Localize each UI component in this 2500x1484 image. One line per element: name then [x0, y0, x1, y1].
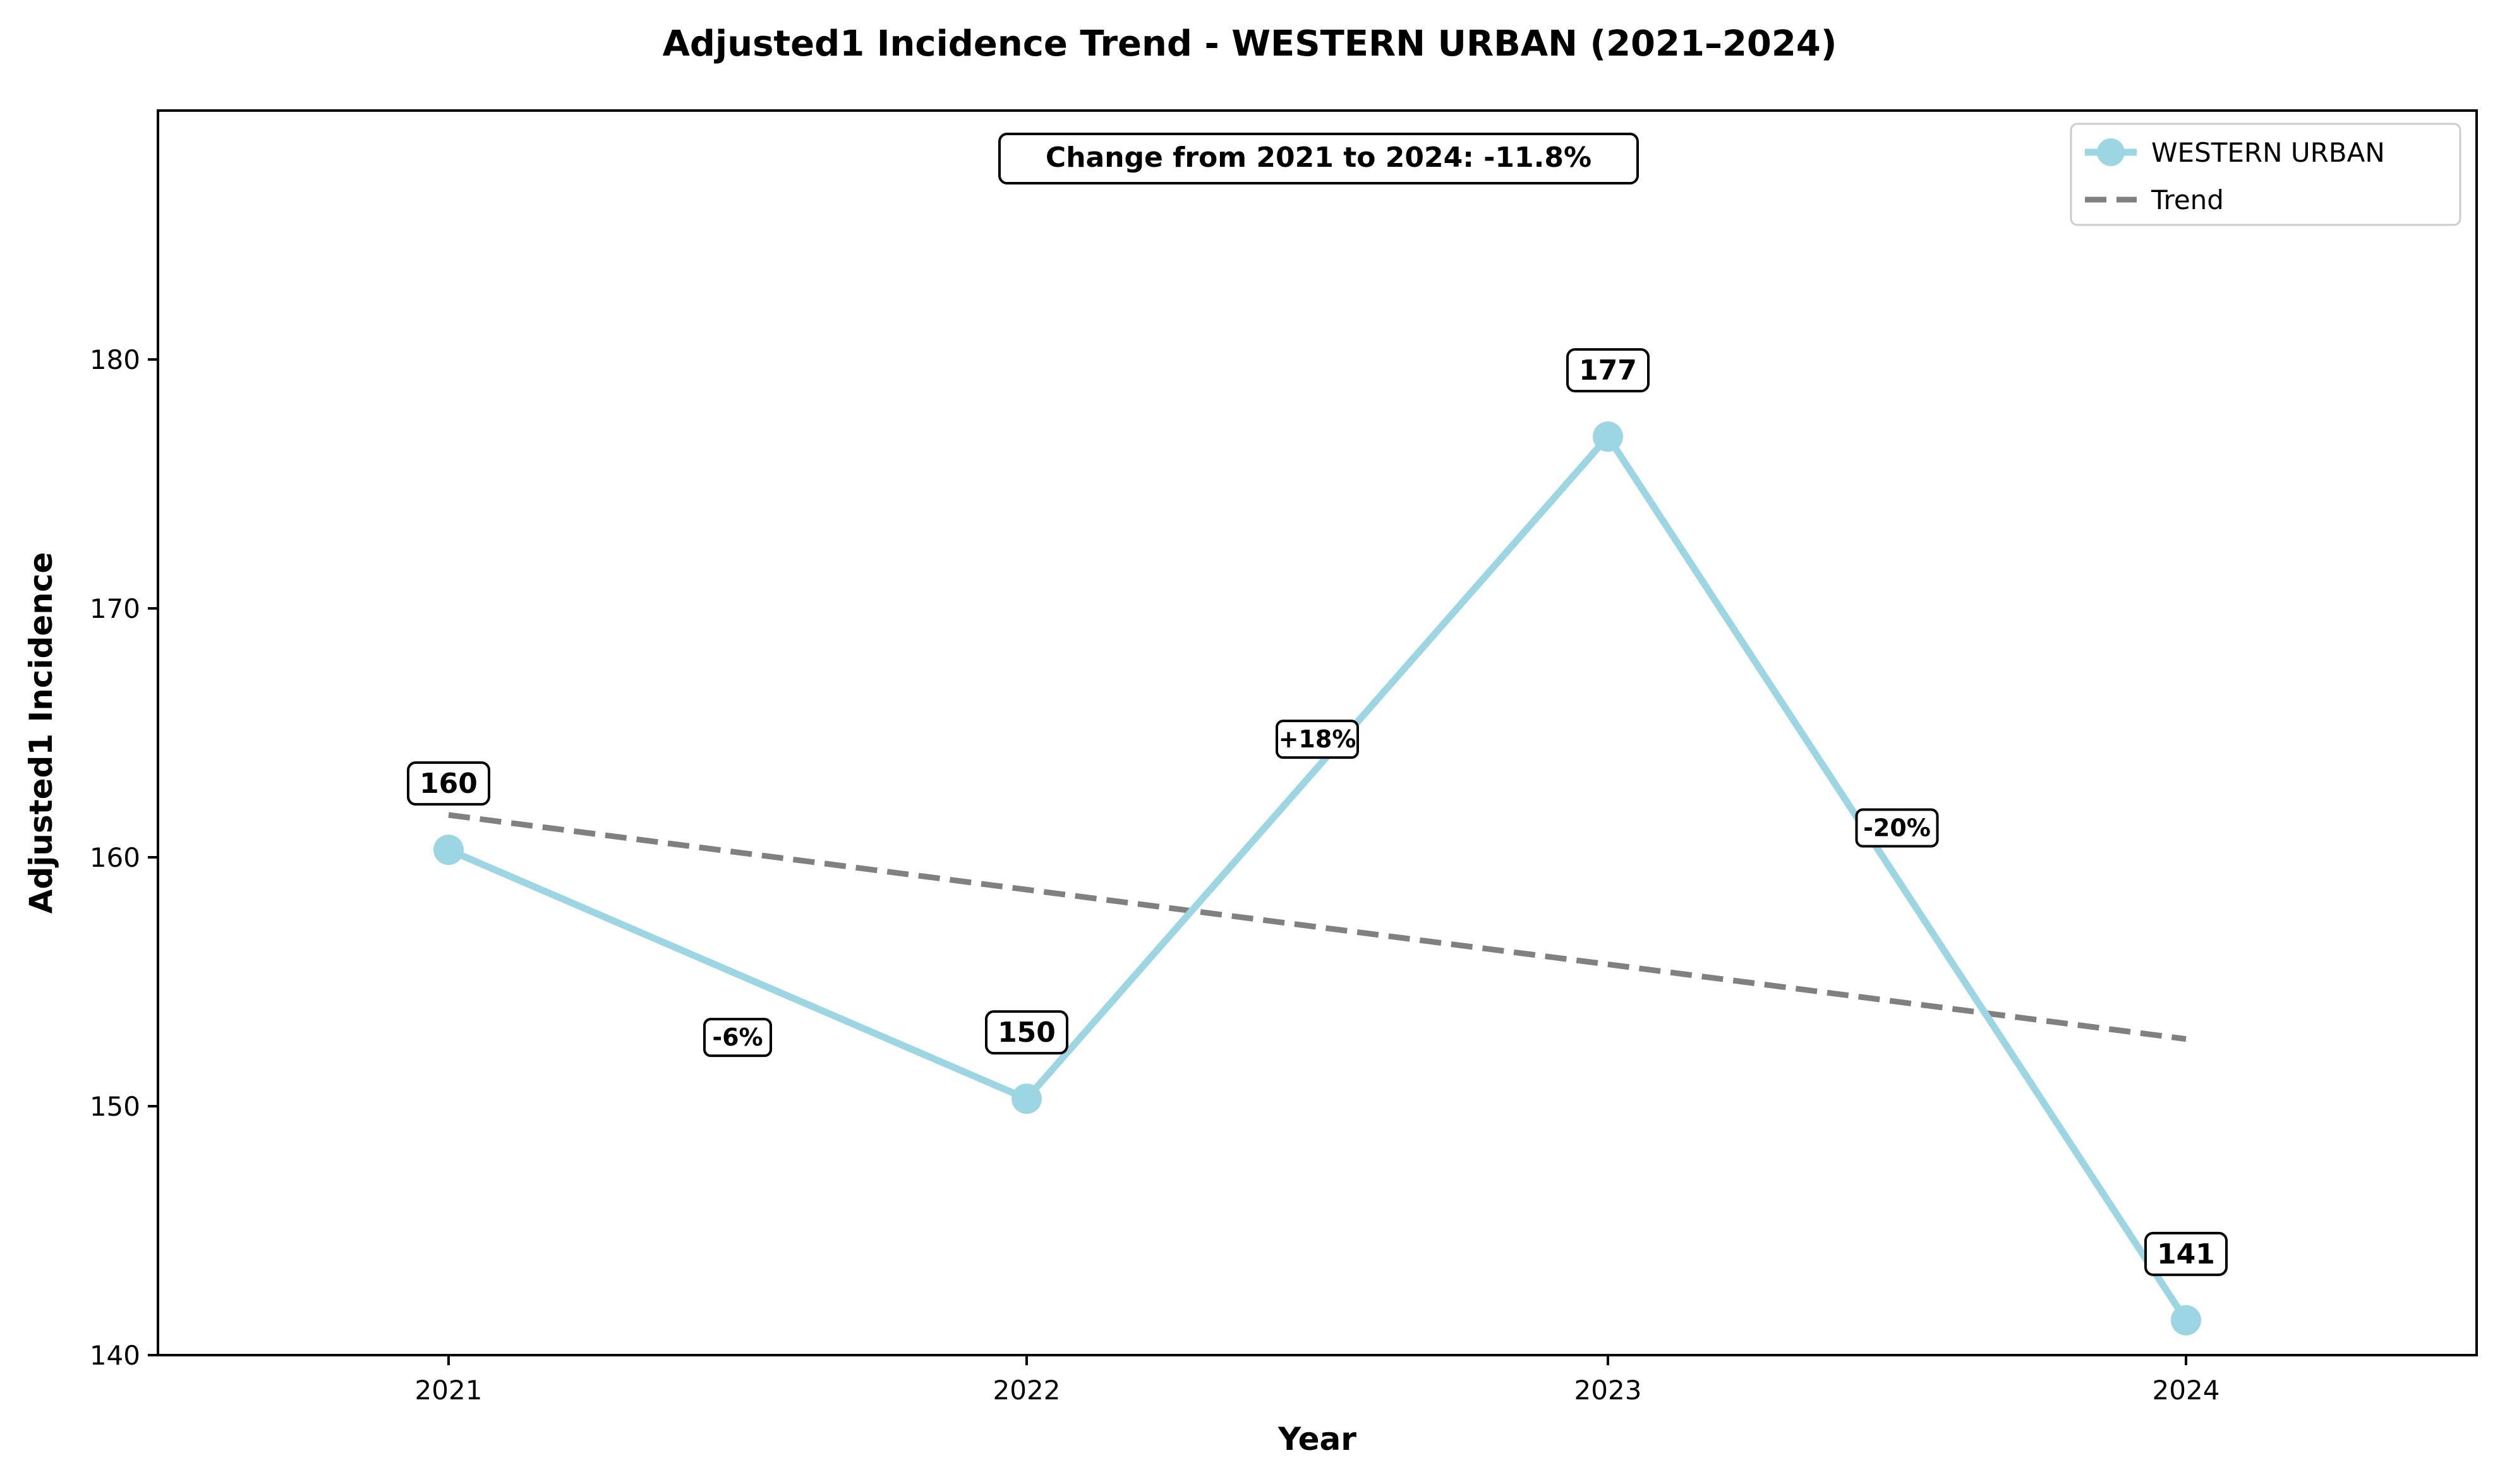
y-axis: 140 150 160 170 180: [90, 344, 158, 1371]
value-label: 177: [1579, 354, 1637, 387]
data-points: [433, 421, 2201, 1336]
change-label-box: [1276, 720, 1359, 759]
plot-frame: [157, 109, 2478, 1356]
y-tick-label: 150: [90, 1091, 140, 1122]
x-tick-label: 2021: [415, 1375, 483, 1406]
change-label: -20%: [1863, 814, 1931, 842]
x-axis-label: Year: [1277, 1421, 1356, 1457]
value-label-box: [2144, 1231, 2228, 1276]
y-tick-label: 140: [90, 1340, 140, 1371]
value-label: 141: [2157, 1238, 2215, 1270]
change-labels: -6% +18% -20%: [703, 720, 1939, 1058]
y-tick-label: 160: [90, 842, 140, 873]
legend: WESTERN URBAN Trend: [2070, 123, 2461, 226]
data-point: [1011, 1083, 1042, 1114]
change-label: -6%: [712, 1023, 763, 1051]
change-summary-text: Change from 2021 to 2024: -11.8%: [1046, 142, 1591, 174]
change-label-box: [1855, 808, 1939, 848]
y-tick-label: 180: [90, 344, 140, 375]
summary-annotation: Change from 2021 to 2024: -11.8%: [998, 133, 1639, 184]
data-point: [1593, 421, 1623, 452]
legend-marker-western-urban: [2097, 138, 2125, 166]
data-point: [433, 835, 464, 866]
x-axis: 2021 2022 2023 2024: [415, 1355, 2220, 1406]
value-label-box: [407, 761, 490, 806]
change-label-box: [703, 1018, 772, 1058]
data-point: [2171, 1305, 2201, 1336]
value-labels: 160 150 177 141: [407, 348, 2228, 1276]
x-tick-label: 2023: [1574, 1375, 1642, 1406]
change-label: +18%: [1279, 725, 1356, 753]
chart-title: Adjusted1 Incidence Trend - WESTERN URBA…: [663, 23, 1837, 64]
x-tick-label: 2024: [2153, 1375, 2220, 1406]
value-label: 160: [420, 768, 478, 800]
series-line-western-urban: [447, 433, 2189, 1322]
trend-line: [448, 812, 2187, 1042]
value-label: 150: [998, 1016, 1056, 1049]
x-tick-label: 2022: [993, 1375, 1061, 1406]
legend-label-western-urban: WESTERN URBAN: [2151, 137, 2385, 168]
y-tick-label: 170: [90, 593, 140, 624]
value-label-box: [1566, 348, 1650, 393]
legend-label-trend: Trend: [2151, 184, 2224, 215]
value-label-box: [985, 1010, 1068, 1055]
y-axis-label: Adjusted1 Incidence: [23, 552, 59, 914]
